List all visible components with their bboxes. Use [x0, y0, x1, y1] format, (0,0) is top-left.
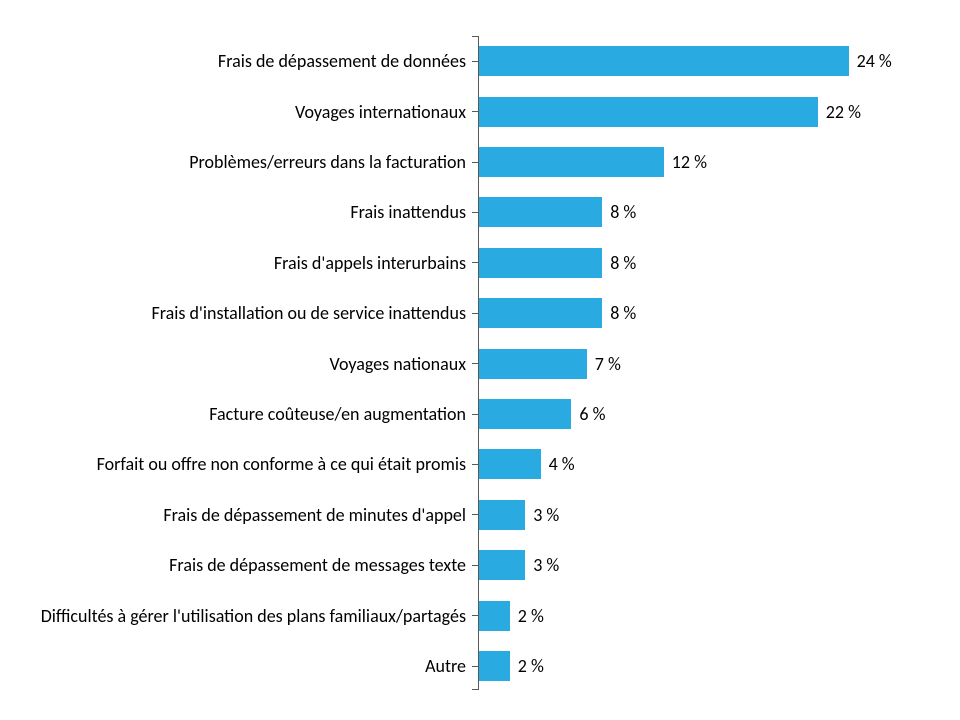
category-label: Voyages internationaux — [0, 101, 466, 123]
axis-tick — [472, 162, 478, 163]
axis-tick — [472, 262, 478, 263]
axis-tick — [472, 689, 478, 690]
axis-tick — [472, 565, 478, 566]
value-label: 4 % — [549, 453, 575, 475]
axis-tick — [472, 61, 478, 62]
value-label: 8 % — [610, 252, 636, 274]
axis-tick — [472, 514, 478, 515]
category-label: Frais d'installation ou de service inatt… — [0, 302, 466, 324]
value-label: 12 % — [672, 151, 707, 173]
bar — [479, 97, 818, 127]
category-label: Autre — [0, 655, 466, 677]
bar — [479, 147, 664, 177]
category-label: Difficultés à gérer l'utilisation des pl… — [0, 605, 466, 627]
category-label: Voyages nationaux — [0, 353, 466, 375]
category-label: Frais inattendus — [0, 201, 466, 223]
axis-tick — [472, 212, 478, 213]
value-label: 7 % — [595, 353, 621, 375]
category-label: Forfait ou offre non conforme à ce qui é… — [0, 453, 466, 475]
value-label: 6 % — [579, 403, 605, 425]
axis-tick — [472, 36, 478, 37]
bar — [479, 197, 602, 227]
category-label: Frais de dépassement de messages texte — [0, 554, 466, 576]
bar — [479, 46, 849, 76]
bar — [479, 349, 587, 379]
value-label: 3 % — [533, 504, 559, 526]
axis-tick — [472, 615, 478, 616]
category-label: Frais d'appels interurbains — [0, 252, 466, 274]
bar — [479, 651, 510, 681]
value-label: 2 % — [518, 605, 544, 627]
category-label: Facture coûteuse/en augmentation — [0, 403, 466, 425]
bar — [479, 601, 510, 631]
category-label: Problèmes/erreurs dans la facturation — [0, 151, 466, 173]
axis-tick — [472, 313, 478, 314]
axis-tick — [472, 464, 478, 465]
axis-tick — [472, 666, 478, 667]
bar — [479, 399, 571, 429]
bar — [479, 298, 602, 328]
category-label: Frais de dépassement de données — [0, 50, 466, 72]
value-label: 2 % — [518, 655, 544, 677]
value-label: 24 % — [857, 50, 892, 72]
bar — [479, 248, 602, 278]
category-label: Frais de dépassement de minutes d'appel — [0, 504, 466, 526]
axis-tick — [472, 111, 478, 112]
value-label: 3 % — [533, 554, 559, 576]
value-label: 8 % — [610, 201, 636, 223]
bar — [479, 449, 541, 479]
value-label: 8 % — [610, 302, 636, 324]
bar — [479, 500, 525, 530]
axis-tick — [472, 414, 478, 415]
bar — [479, 550, 525, 580]
axis-tick — [472, 363, 478, 364]
value-label: 22 % — [826, 101, 861, 123]
bar-chart: Frais de dépassement de données 24 % Voyag… — [0, 0, 960, 720]
